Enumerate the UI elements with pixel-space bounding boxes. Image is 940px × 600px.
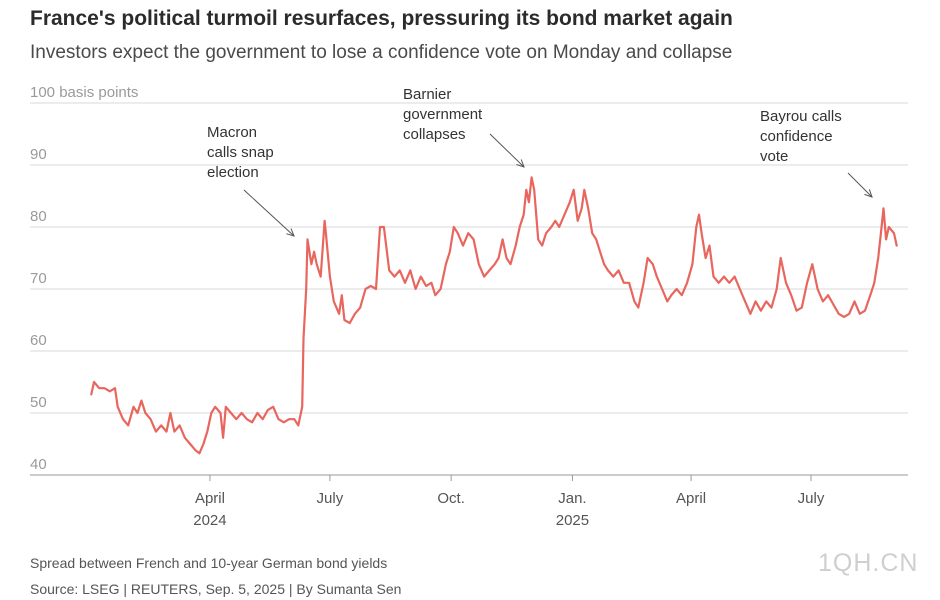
chart-note: Spread between French and 10-year German… [30,555,388,571]
annotation-label: Barnier [403,86,451,103]
annotation-label: election [207,164,259,181]
annotation-label: government [403,106,483,123]
chart-title: France's political turmoil resurfaces, p… [30,7,733,30]
x-tick-label: April [195,490,225,507]
chart-subtitle: Investors expect the government to lose … [30,42,733,63]
x-tick-year-label: 2025 [556,512,589,529]
annotation-arrow [847,172,873,198]
annotation-arrowhead [516,159,525,168]
y-tick-label: 60 [30,332,47,349]
annotation-label: collapses [403,126,466,143]
annotation-arrow [243,189,295,237]
y-tick-label: 90 [30,146,47,163]
x-tick-label: Jan. [558,490,586,507]
spread-line [90,176,898,455]
grid-layer: 100 basis points 90 80 70 60 50 40 [30,84,908,476]
annotation-label: Macron [207,124,257,141]
y-tick-label: 100 basis points [30,84,138,101]
annotation-arrowhead [864,189,873,198]
x-tick-label: Oct. [437,490,465,507]
x-tick-label: July [317,490,344,507]
annotation-label: calls snap [207,144,274,161]
x-axis: April 2024 July Oct. Jan. 2025 April July [193,475,825,529]
annotation-arrow [489,133,525,168]
y-tick-label: 70 [30,270,47,287]
annotations: Macron calls snap election Barnier governmen… [207,86,873,237]
x-tick-year-label: 2024 [193,512,226,529]
annotation-label: confidence [760,128,833,145]
annotation-arrowhead [286,228,295,237]
series-layer [90,176,898,455]
chart-source: Source: LSEG | REUTERS, Sep. 5, 2025 | B… [30,581,402,597]
y-tick-label: 50 [30,394,47,411]
x-tick-label: July [798,490,825,507]
x-tick-label: April [676,490,706,507]
annotation-label: vote [760,148,788,165]
y-tick-label: 40 [30,456,47,473]
annotation-label: Bayrou calls [760,108,842,125]
y-tick-label: 80 [30,208,47,225]
watermark-logo: 1QH.CN [818,549,919,577]
